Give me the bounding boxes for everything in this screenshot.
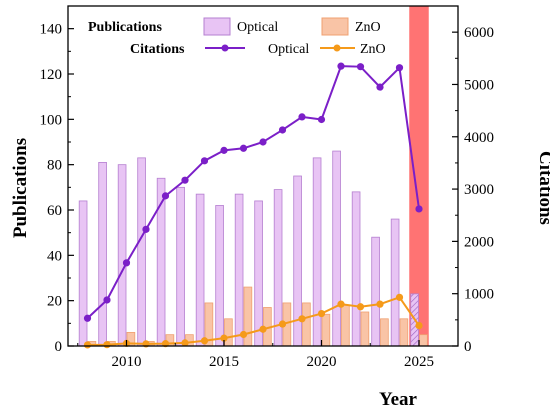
optical-citations-point-2018	[278, 126, 287, 134]
legend-optical-line-marker	[221, 44, 229, 52]
zno-bar-2024	[399, 318, 409, 347]
zno-bar-2023	[380, 318, 389, 347]
optical-citations-point-2020	[317, 115, 326, 124]
left-tick-label-0: 0	[55, 339, 63, 355]
zno-citations-point-2017	[259, 325, 267, 333]
zno-bar-2021	[341, 304, 350, 347]
optical-bar-2010	[117, 164, 127, 347]
right-tick-label-2000: 2000	[464, 234, 494, 250]
zno-citations-point-2025	[415, 322, 423, 330]
optical-citations-point-2024	[395, 64, 404, 72]
left-tick-label-60: 60	[47, 203, 62, 219]
optical-bar-2020	[312, 157, 322, 347]
optical-bar-2017	[254, 200, 263, 347]
right-tick-label-1000: 1000	[464, 287, 494, 303]
left-tick-label-20: 20	[47, 294, 62, 310]
left-tick-label-40: 40	[47, 248, 62, 264]
zno-citations-point-2021	[337, 300, 345, 308]
legend-optical-bar-swatch	[203, 17, 231, 36]
left-tick-label-120: 120	[40, 67, 63, 83]
optical-citations-point-2025	[415, 205, 423, 213]
optical-citations-point-2017	[259, 138, 267, 146]
optical-citations-point-2019	[298, 113, 306, 121]
optical-bar-2009	[98, 161, 107, 347]
axes-layer: 0 20 40 60 80 100 120 140 0 1000 2000 3000 4000 5000 6…	[40, 5, 494, 370]
optical-bar-2015	[215, 205, 224, 347]
lines-layer	[83, 62, 423, 349]
bars-layer	[78, 150, 428, 347]
zno-citations-point-2020	[317, 309, 326, 318]
optical-bar-2011	[137, 157, 146, 347]
right-tick-label-0: 0	[464, 339, 472, 355]
legend-zno-line-marker	[333, 44, 341, 52]
optical-citations-point-2022	[356, 63, 365, 71]
zno-citations-line	[87, 296, 420, 346]
optical-bar-2022	[351, 191, 361, 347]
left-tick-label-80: 80	[47, 158, 62, 174]
highlight-band-2025	[409, 6, 429, 346]
zno-citations-point-2018	[278, 320, 287, 328]
legend: Publications Optical ZnO Citations Optic…	[88, 17, 386, 57]
legend-citations-heading: Citations	[130, 42, 185, 57]
x-tick-label-2025: 2025	[404, 354, 434, 370]
x-axis-title: Year	[379, 389, 418, 410]
optical-citations-point-2016	[239, 144, 248, 152]
zno-bar-2020	[321, 313, 331, 347]
left-axis-title: Publications	[10, 138, 31, 238]
optical-citations-point-2012	[161, 192, 170, 200]
right-axis-title: Citations	[535, 151, 550, 225]
left-tick-label-140: 140	[40, 22, 63, 38]
right-tick-label-6000: 6000	[464, 25, 494, 41]
zno-citations-point-2024	[395, 293, 404, 301]
x-tick-label-2020: 2020	[307, 354, 337, 370]
zno-bar-2015	[224, 318, 233, 347]
legend-publications-heading: Publications	[88, 20, 162, 35]
zno-citations-point-2019	[298, 315, 306, 323]
optical-citations-point-2014	[200, 157, 209, 165]
right-tick-label-3000: 3000	[464, 182, 494, 198]
left-tick-label-100: 100	[40, 112, 63, 128]
zno-bar-2019	[302, 302, 311, 347]
optical-citations-point-2009	[103, 296, 111, 304]
legend-zno-bar-label: ZnO	[355, 20, 381, 35]
right-tick-label-4000: 4000	[464, 130, 494, 146]
highlight-band-layer	[409, 6, 429, 346]
zno-citations-point-2013	[181, 339, 189, 347]
optical-citations-line	[86, 65, 420, 320]
zno-citations-point-2015	[220, 334, 228, 342]
x-tick-label-2015: 2015	[209, 354, 239, 370]
zno-bar-2025	[419, 334, 428, 347]
zno-citations-point-2023	[376, 300, 384, 308]
legend-optical-line-label: Optical	[268, 42, 309, 57]
zno-citations-point-2014	[200, 337, 209, 345]
optical-bar-2024	[390, 218, 400, 347]
zno-citations-point-2016	[239, 330, 248, 339]
zno-citations-point-2022	[356, 303, 365, 311]
zno-citations-point-2008	[83, 341, 92, 349]
x-tick-label-2010: 2010	[112, 354, 142, 370]
optical-citations-point-2021	[337, 62, 345, 70]
optical-bar-2013	[176, 186, 185, 347]
optical-bar-2014	[195, 193, 205, 347]
optical-citations-point-2010	[122, 259, 131, 267]
optical-citations-point-2013	[181, 176, 189, 184]
right-tick-label-5000: 5000	[464, 77, 494, 93]
legend-zno-bar-swatch	[321, 17, 349, 36]
legend-optical-bar-label: Optical	[237, 20, 278, 35]
optical-citations-point-2015	[220, 146, 228, 154]
optical-bar-2008	[78, 200, 88, 347]
optical-citations-point-2008	[83, 314, 92, 322]
zno-citations-point-2009	[103, 341, 111, 349]
plot-frame	[67, 5, 459, 347]
zno-bar-2022	[360, 311, 370, 347]
optical-citations-point-2011	[142, 225, 150, 233]
optical-bar-2023	[371, 236, 380, 347]
optical-citations-point-2023	[376, 83, 384, 91]
legend-zno-line-label: ZnO	[360, 42, 386, 57]
optical-bar-2021	[332, 150, 341, 347]
optical-bar-2016	[234, 193, 244, 347]
